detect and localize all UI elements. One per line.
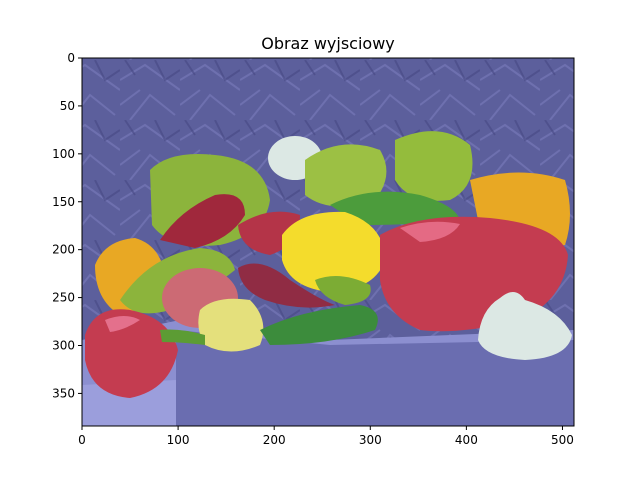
green-pepper-small (315, 276, 371, 305)
y-axis-ticks: 0 50 100 150 200 250 300 350 (52, 51, 82, 400)
garlic-front (478, 291, 572, 360)
pale-pepper (198, 298, 264, 352)
red-pepper-front-highlight (105, 316, 140, 332)
table-cloth-shadow (176, 330, 574, 426)
y-tick-label: 50 (60, 99, 75, 113)
table-cloth-edge (82, 380, 176, 426)
image-content (82, 58, 574, 426)
x-tick-label: 400 (455, 433, 478, 447)
x-tick-label: 300 (359, 433, 382, 447)
y-tick-label: 250 (52, 291, 75, 305)
green-pepper-long-front (260, 305, 378, 345)
x-tick-label: 100 (167, 433, 190, 447)
green-pepper-back-right (395, 131, 473, 201)
red-pepper-left (160, 194, 245, 248)
chart-title: Obraz wyjsciowy (261, 34, 395, 53)
plot-frame (81, 57, 575, 427)
red-pepper-big-highlight (400, 221, 460, 242)
green-pepper-back-middle (305, 144, 387, 207)
y-tick-label: 0 (67, 51, 75, 65)
red-pepper-front-left (85, 309, 178, 398)
green-pepper-stem-front (160, 329, 205, 345)
x-tick-label: 200 (263, 433, 286, 447)
x-tick-label: 500 (551, 433, 574, 447)
y-tick-label: 200 (52, 243, 75, 257)
green-pepper-long-mid (330, 191, 460, 225)
yellow-pepper (282, 211, 385, 292)
x-tick-label: 0 (78, 433, 86, 447)
x-axis-ticks: 0 100 200 300 400 500 (78, 426, 574, 447)
y-tick-label: 350 (52, 386, 75, 400)
y-tick-label: 100 (52, 147, 75, 161)
red-pepper-long (238, 263, 335, 308)
y-tick-label: 150 (52, 195, 75, 209)
y-tick-label: 300 (52, 339, 75, 353)
